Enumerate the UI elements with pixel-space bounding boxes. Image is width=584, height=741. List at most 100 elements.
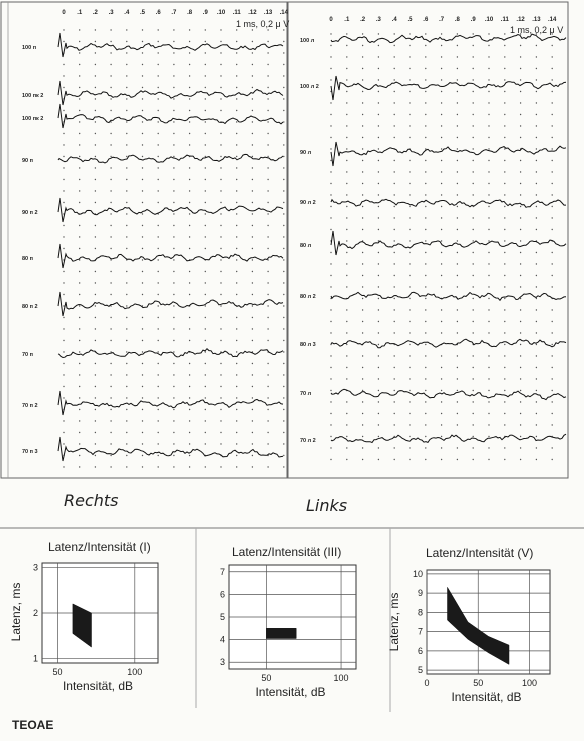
x-axis-label: Intensität, dB xyxy=(451,690,521,704)
grid-dot xyxy=(440,194,443,196)
grid-dot xyxy=(220,408,222,411)
time-tick-label: .9 xyxy=(471,17,477,23)
grid-dot xyxy=(126,351,128,353)
grid-dot xyxy=(157,29,159,31)
grid-dot xyxy=(409,274,411,277)
grid-dot xyxy=(236,155,238,158)
grid-dot xyxy=(330,366,332,369)
grid-dot xyxy=(551,171,553,173)
grid-dot xyxy=(377,159,380,162)
grid-dot xyxy=(551,125,553,127)
grid-dot xyxy=(488,182,490,185)
time-tick-label: .5 xyxy=(140,10,146,16)
grid-dot xyxy=(409,366,411,369)
grid-dot xyxy=(204,190,206,192)
grid-dot xyxy=(393,90,395,93)
grid-dot xyxy=(393,44,395,47)
grid-dot xyxy=(440,320,443,323)
grid-dot xyxy=(63,109,65,112)
y-tick-label: 2 xyxy=(33,608,38,618)
grid-dot xyxy=(251,190,254,192)
grid-dot xyxy=(377,412,380,415)
time-tick-label: .5 xyxy=(407,17,413,23)
grid-dot xyxy=(157,201,159,204)
grid-dot xyxy=(94,98,97,100)
grid-dot xyxy=(251,63,254,66)
grid-dot xyxy=(504,205,506,208)
grid-dot xyxy=(346,217,348,219)
grid-dot xyxy=(409,263,411,265)
grid-dot xyxy=(519,159,522,162)
time-tick-label: .6 xyxy=(423,17,429,23)
grid-dot xyxy=(126,213,128,215)
grid-dot xyxy=(141,431,144,434)
grid-dot xyxy=(204,328,206,330)
grid-dot xyxy=(361,102,364,104)
grid-dot xyxy=(157,443,159,445)
time-tick-label: .7 xyxy=(171,10,177,16)
grid-dot xyxy=(251,98,254,100)
grid-dot xyxy=(393,332,395,334)
grid-dot xyxy=(141,420,144,422)
grid-dot xyxy=(551,113,553,116)
grid-dot xyxy=(79,466,81,468)
grid-dot xyxy=(110,178,112,181)
grid-dot xyxy=(551,33,553,35)
grid-dot xyxy=(409,424,411,426)
grid-dot xyxy=(535,56,538,58)
grid-dot xyxy=(440,240,443,242)
grid-dot xyxy=(126,270,128,273)
grid-dot xyxy=(173,270,175,273)
grid-dot xyxy=(126,293,128,296)
grid-dot xyxy=(188,270,191,273)
grid-dot xyxy=(346,228,348,231)
grid-dot xyxy=(535,389,538,392)
grid-dot xyxy=(141,282,144,284)
grid-dot xyxy=(488,90,490,93)
grid-dot xyxy=(251,282,254,284)
grid-dot xyxy=(220,247,222,250)
grid-dot xyxy=(94,178,97,181)
grid-dot xyxy=(204,351,206,353)
grid-dot xyxy=(456,355,459,357)
trace-label: 100 пк 2 xyxy=(22,93,43,99)
grid-dot xyxy=(79,305,81,307)
grid-dot xyxy=(283,201,285,204)
grid-dot xyxy=(173,385,175,388)
grid-dot xyxy=(267,109,269,112)
grid-dot xyxy=(157,351,159,353)
grid-dot xyxy=(361,44,364,47)
grid-dot xyxy=(141,121,144,123)
grid-dot xyxy=(110,259,112,261)
grid-dot xyxy=(425,274,427,277)
grid-dot xyxy=(283,29,285,31)
grid-dot xyxy=(519,240,522,242)
grid-dot xyxy=(141,178,144,181)
grid-dot xyxy=(377,401,380,403)
grid-dot xyxy=(456,33,459,35)
grid-dot xyxy=(472,148,474,150)
grid-dot xyxy=(330,424,332,426)
x-tick-label: 50 xyxy=(261,673,271,683)
trace-label: 80 л 3 xyxy=(300,342,316,348)
grid-dot xyxy=(283,155,285,158)
grid-dot xyxy=(220,132,222,135)
grid-dot xyxy=(456,332,459,334)
grid-dot xyxy=(157,374,159,376)
grid-dot xyxy=(141,339,144,342)
grid-dot xyxy=(94,40,97,43)
time-tick-label: .4 xyxy=(392,17,398,23)
grid-dot xyxy=(472,125,474,127)
grid-dot xyxy=(472,366,474,369)
grid-dot xyxy=(79,282,81,284)
grid-dot xyxy=(236,224,238,227)
x-tick-label: 100 xyxy=(334,673,349,683)
x-tick-label: 50 xyxy=(52,667,62,677)
grid-dot xyxy=(110,362,112,365)
grid-dot xyxy=(79,443,81,445)
x-tick-label: 50 xyxy=(473,678,483,688)
grid-dot xyxy=(504,102,506,104)
grid-dot xyxy=(220,270,222,273)
grid-dot xyxy=(472,171,474,173)
grid-dot xyxy=(330,355,332,357)
